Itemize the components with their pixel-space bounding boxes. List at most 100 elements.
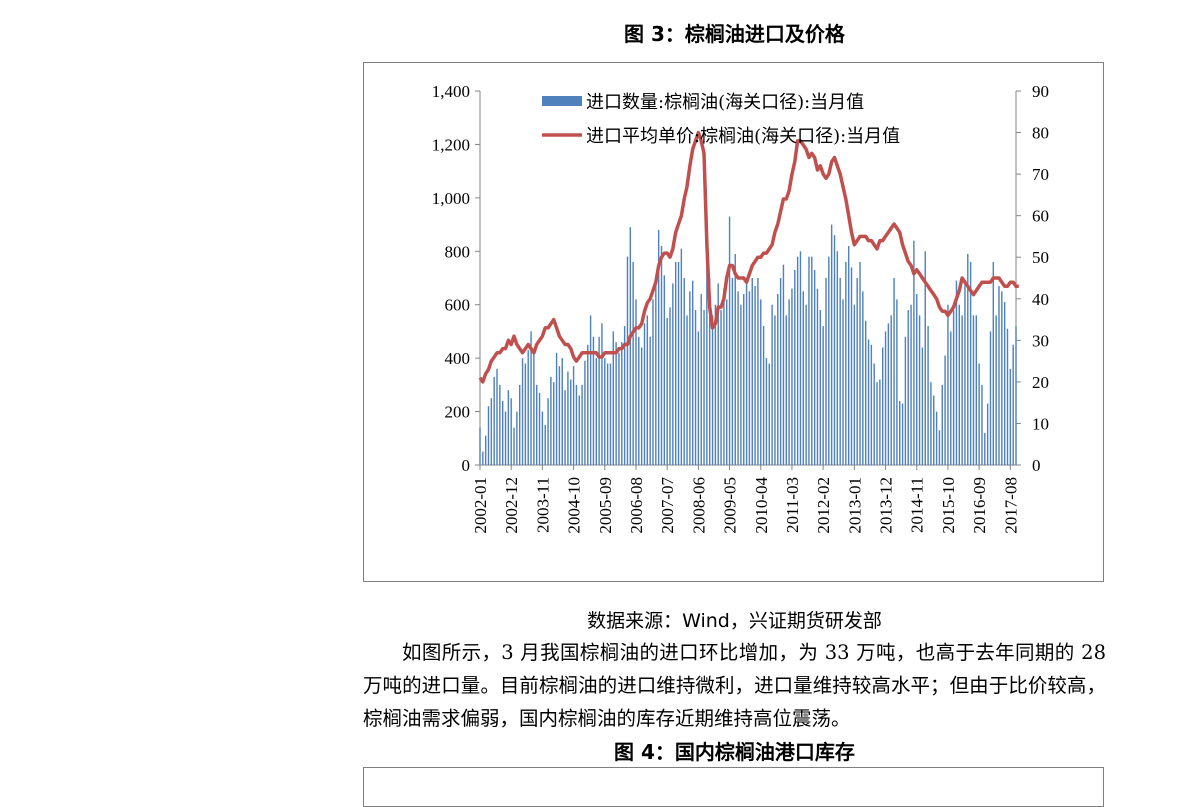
bar	[635, 299, 637, 465]
bar	[796, 256, 799, 465]
bar	[683, 278, 685, 465]
bar	[638, 336, 640, 465]
bar	[530, 331, 532, 465]
x-tick-label: 2004-10	[565, 477, 584, 534]
chart-svg: 0 200 400 600 800 1,000 1,200 1,400 0 10 20 30 40 50 6…	[432, 82, 1049, 534]
bar	[819, 310, 822, 465]
bar	[890, 315, 892, 465]
bar	[518, 384, 521, 465]
bar	[901, 403, 904, 465]
bar	[955, 280, 958, 465]
bar	[913, 240, 915, 465]
bar	[561, 358, 563, 465]
bar	[847, 245, 850, 465]
bar	[479, 427, 481, 465]
bar	[984, 432, 986, 465]
bar	[757, 278, 759, 465]
bar	[649, 336, 651, 465]
bar	[533, 350, 535, 465]
bar	[882, 347, 884, 465]
bar	[737, 291, 739, 465]
bar	[836, 251, 839, 465]
bar	[490, 398, 493, 465]
bar	[1009, 368, 1012, 465]
bar	[799, 251, 802, 465]
bar	[626, 256, 629, 465]
bar	[969, 261, 972, 465]
bar	[879, 379, 881, 465]
x-tick-label: 2017-08	[1001, 477, 1020, 534]
figure-3-title: 图 3：棕榈油进口及价格	[624, 22, 845, 46]
y-left-tick-label: 600	[445, 296, 471, 315]
bar	[694, 310, 697, 465]
bar	[484, 435, 487, 465]
bar	[547, 398, 549, 465]
bar	[615, 342, 617, 465]
legend-line-label: 进口平均单价:棕榈油(海关口径):当月值	[586, 126, 900, 147]
bar	[706, 245, 708, 465]
figure-4-title: 图 4：国内棕榈油港口库存	[614, 740, 855, 764]
bar	[986, 403, 989, 465]
x-tick-label: 2007-07	[658, 477, 677, 534]
bar	[501, 400, 504, 465]
bar	[830, 224, 833, 465]
bar	[572, 366, 575, 465]
y-right-tick-label: 20	[1032, 373, 1049, 392]
bar	[570, 379, 572, 465]
y-right-tick-label: 10	[1032, 414, 1049, 433]
bar	[646, 315, 649, 465]
bar	[726, 299, 728, 465]
bar	[768, 363, 770, 465]
bar	[808, 256, 810, 465]
bar	[632, 261, 634, 465]
bar	[714, 304, 717, 465]
bar	[916, 294, 918, 465]
y-right-tick-label: 70	[1032, 165, 1049, 184]
bar	[1015, 326, 1017, 465]
y-right-tick-label: 80	[1032, 124, 1049, 143]
bar	[876, 382, 878, 465]
bar	[723, 288, 725, 465]
bar	[813, 269, 816, 465]
bar	[853, 304, 856, 465]
bar	[621, 342, 623, 465]
bar	[507, 390, 510, 465]
bar	[598, 336, 600, 465]
bar	[672, 283, 674, 465]
bar	[873, 363, 875, 465]
y-right-tick-label: 40	[1032, 290, 1049, 309]
bar	[581, 384, 583, 465]
bar	[774, 315, 776, 465]
bar	[1006, 328, 1009, 465]
bar	[558, 366, 561, 465]
bar	[584, 360, 586, 465]
body-paragraph: 如图所示，3 月我国棕榈油的进口环比增加，为 33 万吨，也高于去年同期的 28…	[363, 641, 1106, 730]
bar	[536, 384, 538, 465]
bar	[845, 261, 847, 465]
bar	[938, 430, 941, 465]
bar	[728, 216, 731, 465]
figure-4-chart-container	[363, 767, 1104, 807]
bar	[595, 358, 597, 465]
y-left-tick-label: 1,000	[432, 189, 470, 208]
bar	[967, 253, 969, 465]
bar	[862, 291, 864, 465]
x-tick-label: 2016-09	[970, 477, 989, 534]
bar	[989, 331, 992, 465]
y-left-tick-label: 200	[445, 403, 471, 422]
bar	[666, 318, 668, 465]
bar	[660, 245, 663, 465]
bar	[652, 299, 654, 465]
bar	[674, 261, 677, 465]
bar	[689, 291, 691, 465]
x-tick-label: 2003-11	[533, 477, 552, 533]
bar	[998, 286, 1000, 465]
x-tick-label: 2002-01	[471, 477, 490, 534]
x-tick-label: 2015-10	[939, 477, 958, 534]
bar	[567, 371, 569, 465]
bar	[833, 235, 836, 465]
bar	[1012, 344, 1014, 465]
bar	[952, 310, 955, 465]
bar	[975, 315, 978, 465]
bar	[541, 411, 544, 465]
